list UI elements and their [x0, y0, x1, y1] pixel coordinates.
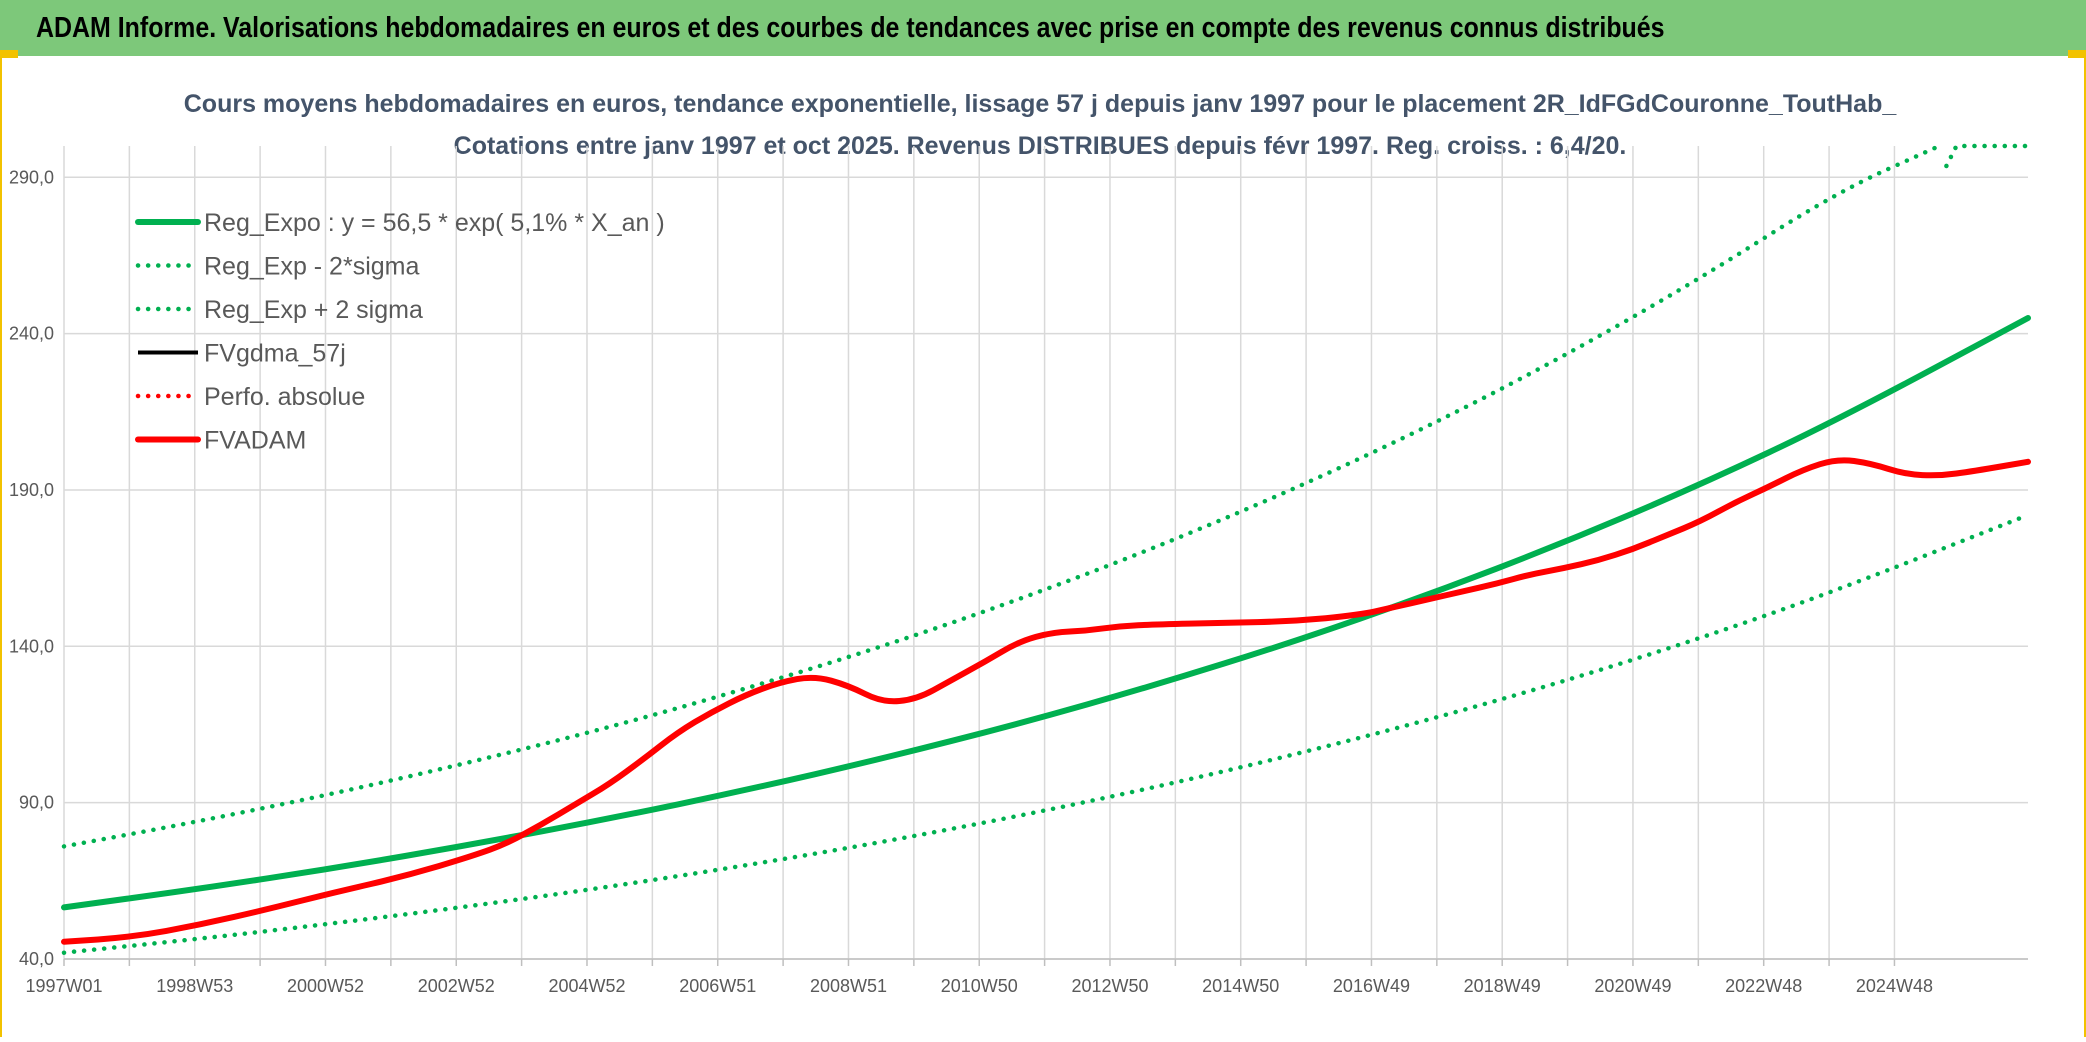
x-tick-label: 2024W48	[1856, 976, 1933, 996]
x-tick-label: 2022W48	[1725, 976, 1802, 996]
legend-label-2: Reg_Exp + 2 sigma	[204, 296, 423, 324]
legend-label-4: Perfo. absolue	[204, 383, 365, 411]
series-line-3	[63, 458, 2029, 944]
axes: 40,0 90,0 140,0 190,0 240,0 290,0 1997W01 1998W…	[9, 167, 2028, 996]
y-tick-label: 190,0	[9, 480, 54, 500]
series-line-2	[61, 143, 1942, 849]
x-tick-label: 2008W51	[810, 976, 887, 996]
legend-label-1: Reg_Exp - 2*sigma	[204, 253, 419, 281]
chart-area: Cours moyens hebdomadaires en euros, ten…	[0, 58, 2086, 1037]
header-corner-left	[0, 50, 18, 58]
x-tick-label: 2004W52	[548, 976, 625, 996]
y-tick-label: 140,0	[9, 636, 54, 656]
x-tick-label: 2002W52	[418, 976, 495, 996]
legend-label-5: FVADAM	[204, 427, 306, 455]
plus-sigma-plateau	[1944, 143, 2031, 169]
x-tick-label: 2006W51	[679, 976, 756, 996]
x-tick-label: 2014W50	[1202, 976, 1279, 996]
legend-label-0: Reg_Expo : y = 56,5 * exp( 5,1% * X_an )	[204, 209, 665, 237]
y-tick-label: 40,0	[19, 949, 54, 969]
x-tick-label: 2016W49	[1333, 976, 1410, 996]
x-tick-label: 2020W49	[1594, 976, 1671, 996]
x-tick-label: 2018W49	[1464, 976, 1541, 996]
chart-title: Cours moyens hebdomadaires en euros, ten…	[184, 90, 1898, 118]
chart-subtitle: Cotations entre janv 1997 et oct 2025. R…	[454, 132, 1627, 160]
series-line-4	[61, 458, 2031, 945]
series-line-5	[61, 457, 2031, 945]
line-chart: Cours moyens hebdomadaires en euros, ten…	[9, 90, 2031, 996]
series-line-1	[61, 512, 2031, 955]
x-tick-label: 2000W52	[287, 976, 364, 996]
x-tick-label: 1997W01	[25, 976, 102, 996]
x-tick-label: 1998W53	[156, 976, 233, 996]
x-tick-label: 2012W50	[1071, 976, 1148, 996]
y-tick-label: 90,0	[19, 793, 54, 813]
header-corner-right	[2068, 50, 2086, 58]
y-tick-label: 290,0	[9, 167, 54, 187]
legend-label-3: FVgdma_57j	[204, 340, 346, 368]
y-tick-label: 240,0	[9, 324, 54, 344]
page-title: ADAM Informe. Valorisations hebdomadaire…	[36, 12, 1665, 44]
legend: Reg_Expo : y = 56,5 * exp( 5,1% * X_an )…	[135, 209, 665, 455]
grid	[63, 146, 2028, 960]
x-tick-label: 2010W50	[941, 976, 1018, 996]
series-line-0	[61, 315, 2031, 911]
series	[61, 143, 2031, 955]
header-bar: ADAM Informe. Valorisations hebdomadaire…	[0, 0, 2086, 56]
